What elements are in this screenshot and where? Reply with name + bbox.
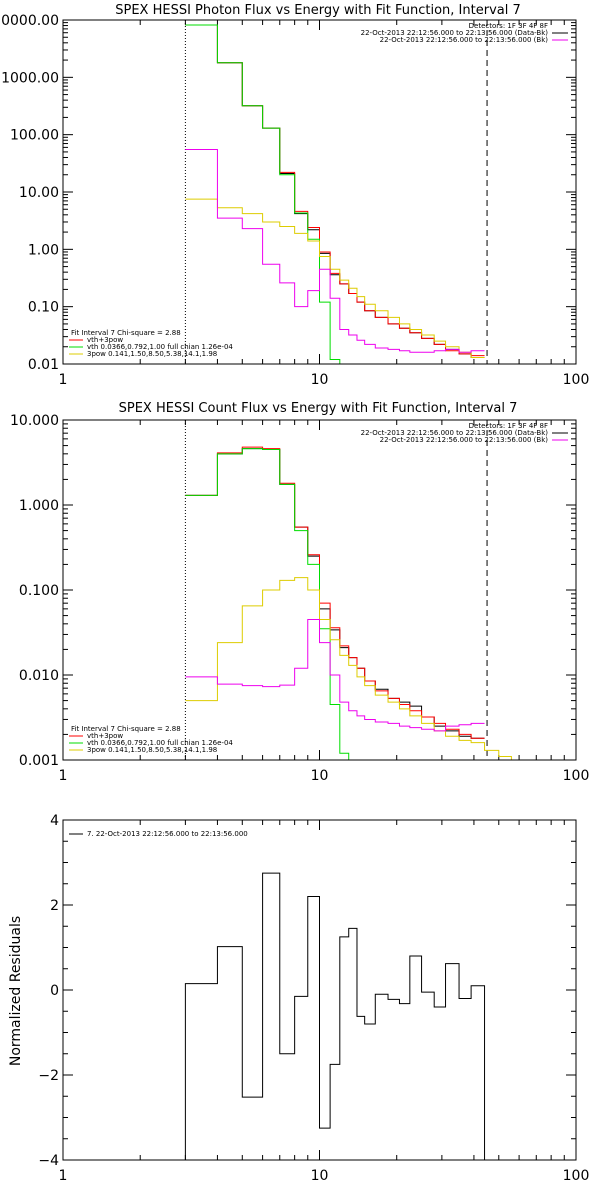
x-tick-label: 100 <box>563 768 590 784</box>
legend-entry: vth+3pow <box>87 336 123 344</box>
legend-entry: 22-Oct-2013 22:12:56.000 to 22:13:56.000… <box>361 29 549 37</box>
series-line-0 <box>185 24 485 358</box>
series-line-2 <box>185 448 485 760</box>
y-tick-label: −4 <box>38 1153 59 1169</box>
legend-entry: 3pow 0.141,1.50,8.50,5.38,14.1,1.98 <box>87 746 217 754</box>
legend-entry: 3pow 0.141,1.50,8.50,5.38,14.1,1.98 <box>87 350 217 358</box>
x-tick-label: 100 <box>563 372 590 388</box>
series-line-0 <box>184 872 486 1160</box>
legend-entry: 22-Oct-2013 22:12:56.000 to 22:13:56.000… <box>361 429 549 437</box>
count-flux-panel: SPEX HESSI Count Flux vs Energy with Fit… <box>10 401 589 784</box>
x-tick-label: 1 <box>59 1168 68 1184</box>
series-line-1 <box>185 24 485 357</box>
legend-entry: 22-Oct-2013 22:12:56.000 to 22:13:56.000… <box>380 36 549 44</box>
count-flux-title: SPEX HESSI Count Flux vs Energy with Fit… <box>119 401 518 416</box>
legend-entry: Detectors: 1F 3F 4F 8F <box>469 22 548 30</box>
legend-entry: 22-Oct-2013 22:12:56.000 to 22:13:56.000… <box>380 436 549 444</box>
series-line-4 <box>185 618 485 732</box>
x-tick-label: 10 <box>311 768 329 784</box>
x-tick-label: 10 <box>311 1168 329 1184</box>
y-tick-label: 2 <box>50 898 59 914</box>
x-tick-label: 10 <box>311 372 329 388</box>
plot-frame <box>62 419 577 761</box>
y-tick-label: 1.000 <box>19 498 59 514</box>
series-line-4 <box>185 149 485 353</box>
y-tick-label: 0 <box>50 983 59 999</box>
x-tick-label: 1 <box>59 372 68 388</box>
residuals-plot: 1 10 100 −4 −2 0 2 4 7. 22-Oct-2013 22:12:56.000… <box>38 813 589 1184</box>
y-tick-label: 10000.00 <box>0 13 59 29</box>
y-tick-label: −2 <box>38 1068 59 1084</box>
y-tick-label: 1000.00 <box>1 70 59 86</box>
legend-entry: vth 0.0366,0.792,1.00 full chian 1.26e-0… <box>87 739 233 747</box>
x-tick-label: 1 <box>59 768 68 784</box>
y-tick-label: 0.100 <box>19 583 59 599</box>
series-line-3 <box>185 577 525 760</box>
count-flux-plot: 1 10 100 0.001 0.010 0.100 1.000 10.000 Detector… <box>10 413 589 784</box>
y-tick-label: 100.00 <box>10 128 59 144</box>
series-line-2 <box>185 24 485 364</box>
y-tick-label: 4 <box>50 813 59 829</box>
residuals-panel: Normalized Residuals 1 10 100 −4 −2 0 2 4 7. 22-… <box>8 813 589 1184</box>
photon-flux-title: SPEX HESSI Photon Flux vs Energy with Fi… <box>115 3 521 18</box>
y-tick-label: 10.000 <box>10 413 59 429</box>
series-line-3 <box>185 198 485 358</box>
series-line-0 <box>185 448 485 739</box>
legend-entry: vth 0.0366,0.792,1.00 full chian 1.26e-0… <box>87 343 233 351</box>
y-tick-label: 0.001 <box>19 753 59 769</box>
legend-entry: Detectors: 1F 3F 4F 8F <box>469 422 548 430</box>
y-tick-label: 1.00 <box>28 242 59 258</box>
x-tick-label: 100 <box>563 1168 590 1184</box>
plot-frame <box>62 819 577 1161</box>
legend-entry: 7. 22-Oct-2013 22:12:56.000 to 22:13:56.… <box>87 830 248 838</box>
photon-flux-panel: SPEX HESSI Photon Flux vs Energy with Fi… <box>0 3 589 388</box>
legend-entry: vth+3pow <box>87 732 123 740</box>
plot-frame <box>62 19 577 365</box>
series-line-1 <box>185 446 485 739</box>
y-tick-label: 0.10 <box>28 300 59 316</box>
legend-entry: Fit Interval 7 Chi-square = 2.88 <box>71 725 181 733</box>
y-tick-label: 0.01 <box>28 357 59 373</box>
y-tick-label: 10.00 <box>19 185 59 201</box>
y-tick-label: 0.010 <box>19 668 59 684</box>
legend-entry: Fit Interval 7 Chi-square = 2.88 <box>71 329 181 337</box>
photon-flux-plot: 1 10 100 0.01 0.10 1.00 10.00 100.00 1000.00 1000… <box>0 13 589 388</box>
residuals-y-axis-label: Normalized Residuals <box>8 916 24 1066</box>
